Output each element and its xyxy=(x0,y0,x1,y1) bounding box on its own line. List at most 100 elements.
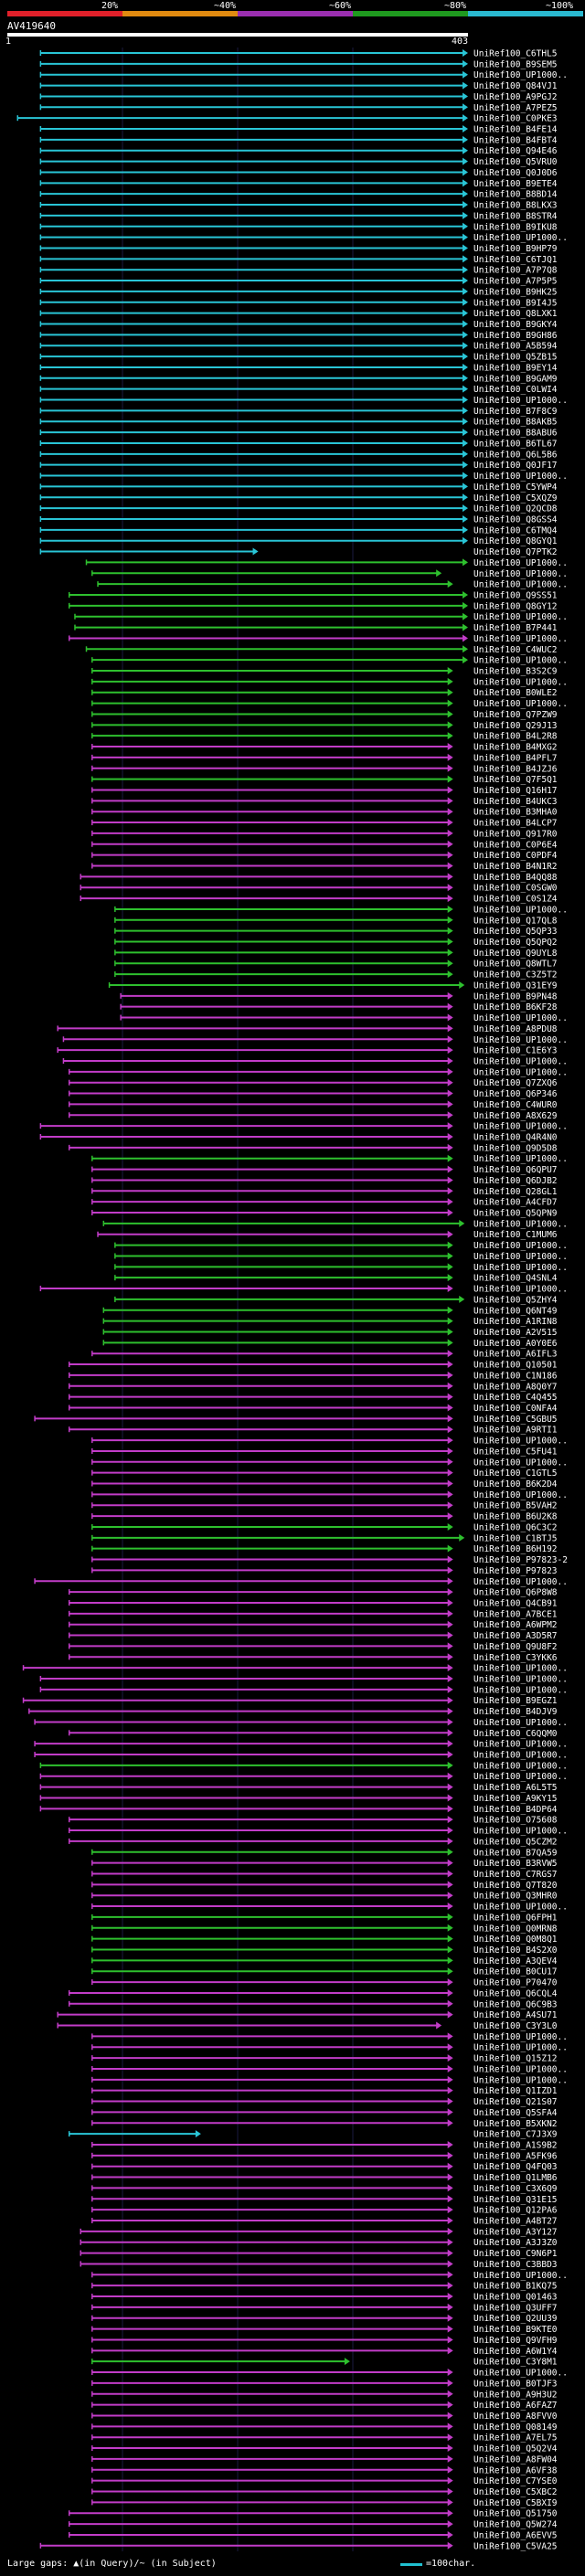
hit-label[interactable]: UniRef100_A3D5R7 xyxy=(473,1631,558,1641)
hit-label[interactable]: UniRef100_Q0M8Q1 xyxy=(473,1935,558,1945)
hit-label[interactable]: UniRef100_UP1000.. xyxy=(473,1067,568,1077)
hit-label[interactable]: UniRef100_C0P6E4 xyxy=(473,840,558,850)
hit-label[interactable]: UniRef100_A6VF38 xyxy=(473,2465,558,2475)
hit-label[interactable]: UniRef100_A1RIN8 xyxy=(473,1317,558,1327)
hit-label[interactable]: UniRef100_C5VA25 xyxy=(473,2541,558,2551)
hit-label[interactable]: UniRef100_B4JZJ6 xyxy=(473,764,558,774)
hit-label[interactable]: UniRef100_B7QA59 xyxy=(473,1848,558,1858)
hit-label[interactable]: UniRef100_Q31E15 xyxy=(473,2195,558,2205)
hit-label[interactable]: UniRef100_Q9SS51 xyxy=(473,591,558,601)
hit-label[interactable]: UniRef100_Q6C9B3 xyxy=(473,1999,558,2009)
hit-label[interactable]: UniRef100_UP1000.. xyxy=(473,1827,568,1837)
hit-label[interactable]: UniRef100_UP1000.. xyxy=(473,2043,568,2053)
hit-label[interactable]: UniRef100_UP1000.. xyxy=(473,1263,568,1273)
hit-label[interactable]: UniRef100_A3J3Z0 xyxy=(473,2238,558,2248)
hit-label[interactable]: UniRef100_Q16H17 xyxy=(473,786,558,796)
hit-label[interactable]: UniRef100_C4WUC2 xyxy=(473,645,558,655)
hit-label[interactable]: UniRef100_B4FE14 xyxy=(473,125,558,135)
hit-label[interactable]: UniRef100_C7RGS7 xyxy=(473,1870,558,1880)
hit-label[interactable]: UniRef100_A8FVV0 xyxy=(473,2412,558,2422)
hit-label[interactable]: UniRef100_Q8GYQ1 xyxy=(473,536,558,546)
hit-label[interactable]: UniRef100_UP1000.. xyxy=(473,2369,568,2379)
hit-label[interactable]: UniRef100_A5B594 xyxy=(473,342,558,352)
hit-label[interactable]: UniRef100_A4CFD7 xyxy=(473,1198,558,1208)
hit-label[interactable]: UniRef100_Q5QPN9 xyxy=(473,1209,558,1219)
hit-label[interactable]: UniRef100_B5VAH2 xyxy=(473,1501,558,1511)
hit-label[interactable]: UniRef100_C5XBC2 xyxy=(473,2487,558,2497)
hit-label[interactable]: UniRef100_A7P7Q8 xyxy=(473,266,558,276)
hit-label[interactable]: UniRef100_A8Q0Y7 xyxy=(473,1382,558,1392)
hit-label[interactable]: UniRef100_Q7PZW9 xyxy=(473,710,558,720)
hit-label[interactable]: UniRef100_C6QQM0 xyxy=(473,1729,558,1739)
hit-label[interactable]: UniRef100_Q8GSS4 xyxy=(473,514,558,525)
hit-label[interactable]: UniRef100_B0TJF3 xyxy=(473,2379,558,2389)
hit-label[interactable]: UniRef100_Q9UYL8 xyxy=(473,949,558,959)
hit-label[interactable]: UniRef100_B0WLE2 xyxy=(473,688,558,698)
hit-label[interactable]: UniRef100_Q6DJB2 xyxy=(473,1176,558,1186)
hit-label[interactable]: UniRef100_UP1000.. xyxy=(473,1241,568,1251)
hit-label[interactable]: UniRef100_UP1000.. xyxy=(473,1219,568,1229)
hit-label[interactable]: UniRef100_UP1000.. xyxy=(473,1490,568,1500)
hit-label[interactable]: UniRef100_C3YKK6 xyxy=(473,1653,558,1663)
hit-label[interactable]: UniRef100_Q5Q2V4 xyxy=(473,2444,558,2454)
hit-label[interactable]: UniRef100_A6L5T5 xyxy=(473,1783,558,1793)
hit-label[interactable]: UniRef100_B4S2X0 xyxy=(473,1945,558,1956)
hit-label[interactable]: UniRef100_B9GAM9 xyxy=(473,374,558,384)
hit-label[interactable]: UniRef100_UP1000.. xyxy=(473,1772,568,1782)
hit-label[interactable]: UniRef100_UP1000.. xyxy=(473,1903,568,1913)
hit-label[interactable]: UniRef100_C1MUM6 xyxy=(473,1230,558,1240)
hit-label[interactable]: UniRef100_Q28GL1 xyxy=(473,1187,558,1197)
hit-label[interactable]: UniRef100_A7P5P5 xyxy=(473,277,558,287)
hit-label[interactable]: UniRef100_Q1IZD1 xyxy=(473,2086,558,2096)
hit-label[interactable]: UniRef100_B8LKX3 xyxy=(473,201,558,211)
hit-label[interactable]: UniRef100_B9PN48 xyxy=(473,991,558,1002)
hit-label[interactable]: UniRef100_C0LWI4 xyxy=(473,385,558,395)
hit-label[interactable]: UniRef100_B3MHA0 xyxy=(473,808,558,818)
hit-label[interactable]: UniRef100_B6U2K8 xyxy=(473,1512,558,1522)
hit-label[interactable]: UniRef100_UP1000.. xyxy=(473,70,568,80)
hit-label[interactable]: UniRef100_Q8LXK1 xyxy=(473,309,558,319)
hit-label[interactable]: UniRef100_UP1000.. xyxy=(473,1664,568,1674)
hit-label[interactable]: UniRef100_UP1000.. xyxy=(473,2075,568,2085)
hit-label[interactable]: UniRef100_C0NFA4 xyxy=(473,1404,558,1414)
hit-label[interactable]: UniRef100_Q15Z12 xyxy=(473,2054,558,2064)
hit-label[interactable]: UniRef100_Q6P346 xyxy=(473,1089,558,1099)
hit-label[interactable]: UniRef100_A1S9B2 xyxy=(473,2140,558,2150)
hit-label[interactable]: UniRef100_C7J3X9 xyxy=(473,2130,558,2140)
hit-label[interactable]: UniRef100_UP1000.. xyxy=(473,1685,568,1695)
hit-label[interactable]: UniRef100_B4UKC3 xyxy=(473,797,558,807)
hit-label[interactable]: UniRef100_Q12PA6 xyxy=(473,2206,558,2216)
hit-label[interactable]: UniRef100_Q8WTL7 xyxy=(473,959,558,970)
hit-label[interactable]: UniRef100_Q1LMB6 xyxy=(473,2173,558,2183)
hit-label[interactable]: UniRef100_A6W1Y4 xyxy=(473,2347,558,2357)
hit-label[interactable]: UniRef100_B9HK25 xyxy=(473,287,558,297)
hit-label[interactable]: UniRef100_C4Q455 xyxy=(473,1393,558,1403)
hit-label[interactable]: UniRef100_UP1000.. xyxy=(473,634,568,644)
hit-label[interactable]: UniRef100_A6EVV5 xyxy=(473,2530,558,2540)
hit-label[interactable]: UniRef100_A0Y0E6 xyxy=(473,1339,558,1349)
hit-label[interactable]: UniRef100_B5XKN2 xyxy=(473,2119,558,2129)
hit-label[interactable]: UniRef100_B9GH86 xyxy=(473,331,558,341)
hit-label[interactable]: UniRef100_A9H3U2 xyxy=(473,2390,558,2400)
hit-label[interactable]: UniRef100_C5BXI9 xyxy=(473,2498,558,2508)
hit-label[interactable]: UniRef100_UP1000.. xyxy=(473,233,568,243)
hit-label[interactable]: UniRef100_C1BTJ5 xyxy=(473,1533,558,1543)
hit-label[interactable]: UniRef100_B9EGZ1 xyxy=(473,1696,558,1706)
hit-label[interactable]: UniRef100_Q7F5Q1 xyxy=(473,775,558,785)
hit-label[interactable]: UniRef100_Q0J0D6 xyxy=(473,168,558,178)
hit-label[interactable]: UniRef100_B9KTE0 xyxy=(473,2325,558,2335)
hit-label[interactable]: UniRef100_UP1000.. xyxy=(473,1718,568,1728)
hit-label[interactable]: UniRef100_Q9D5D8 xyxy=(473,1143,558,1153)
hit-label[interactable]: UniRef100_Q7PTK2 xyxy=(473,547,558,557)
hit-label[interactable]: UniRef100_UP1000.. xyxy=(473,472,568,482)
hit-label[interactable]: UniRef100_B8ABU6 xyxy=(473,429,558,439)
hit-label[interactable]: UniRef100_C3Y3L0 xyxy=(473,2021,558,2031)
hit-label[interactable]: UniRef100_Q9U8F2 xyxy=(473,1642,558,1652)
hit-label[interactable]: UniRef100_C0PDF4 xyxy=(473,851,558,861)
hit-label[interactable]: UniRef100_C0S1Z4 xyxy=(473,895,558,905)
hit-label[interactable]: UniRef100_B1KQ75 xyxy=(473,2282,558,2292)
hit-label[interactable]: UniRef100_A6IFL3 xyxy=(473,1350,558,1360)
hit-label[interactable]: UniRef100_B9ETE4 xyxy=(473,179,558,189)
hit-label[interactable]: UniRef100_C5FU41 xyxy=(473,1447,558,1457)
hit-label[interactable]: UniRef100_C3X6Q9 xyxy=(473,2184,558,2194)
